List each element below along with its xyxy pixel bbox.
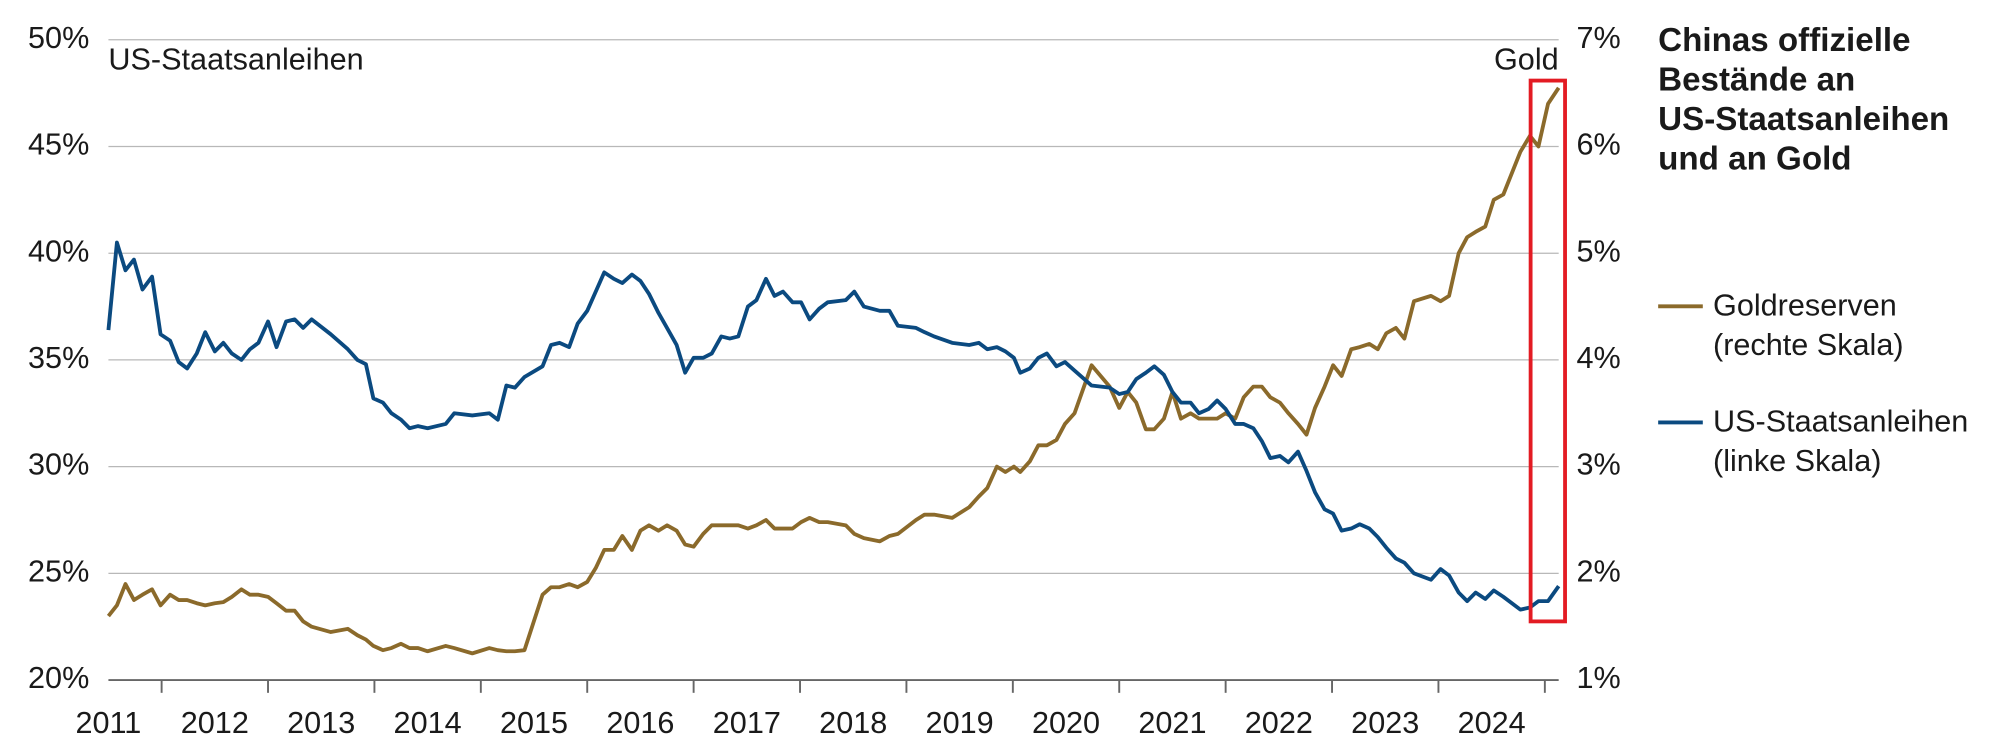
y-tick-label: 50% — [28, 21, 89, 55]
x-tick-label: 2024 — [1458, 706, 1526, 740]
series-line — [106, 86, 1561, 656]
y2-tick-label: 5% — [1577, 234, 1621, 268]
x-tick-label: 2021 — [1138, 706, 1206, 740]
x-tick-label: 2022 — [1245, 706, 1313, 740]
y-tick-label: 45% — [28, 128, 89, 162]
legend-label: Goldreserven (rechte Skala) — [1713, 288, 1904, 363]
x-tick-label: 2018 — [819, 706, 887, 740]
y2-tick-label: 1% — [1577, 661, 1621, 695]
legend-entry: US-Staatsanleihen (linke Skala) — [1713, 404, 1969, 479]
y2-tick-label: 2% — [1577, 554, 1621, 588]
x-tick-label: 2023 — [1351, 706, 1419, 740]
legend-entry: Goldreserven (rechte Skala) — [1713, 288, 1904, 363]
y-tick-label: 25% — [28, 554, 89, 588]
x-tick-label: 2012 — [181, 706, 249, 740]
y2-tick-label: 3% — [1577, 448, 1621, 482]
y-tick-label: 35% — [28, 341, 89, 375]
chart-title: und an Gold — [1658, 141, 1851, 178]
annotation: Gold — [1494, 43, 1559, 77]
x-tick-label: 2011 — [76, 706, 142, 740]
y-tick-label: 40% — [28, 234, 89, 268]
y2-tick-label: 4% — [1577, 341, 1621, 375]
chart-title: US-Staatsanleihen — [1658, 101, 1949, 138]
y-tick-label: 30% — [28, 448, 89, 482]
legend-label: US-Staatsanleihen (linke Skala) — [1713, 404, 1969, 479]
highlight-box — [1528, 78, 1567, 624]
x-tick-label: 2020 — [1032, 706, 1100, 740]
series-line — [106, 240, 1561, 612]
x-tick-label: 2017 — [713, 706, 781, 740]
x-tick-label: 2014 — [394, 706, 462, 740]
x-tick-label: 2015 — [500, 706, 568, 740]
y-tick-label: 20% — [28, 661, 89, 695]
y2-tick-label: 6% — [1577, 128, 1621, 162]
chart-title: Chinas offizielle — [1658, 22, 1910, 59]
x-tick-label: 2016 — [606, 706, 674, 740]
y2-tick-label: 7% — [1577, 21, 1621, 55]
x-tick-label: 2019 — [926, 706, 994, 740]
x-tick-label: 2013 — [287, 706, 355, 740]
chart-title: Bestände an — [1658, 62, 1855, 99]
annotation: US-Staatsanleihen — [108, 43, 363, 77]
